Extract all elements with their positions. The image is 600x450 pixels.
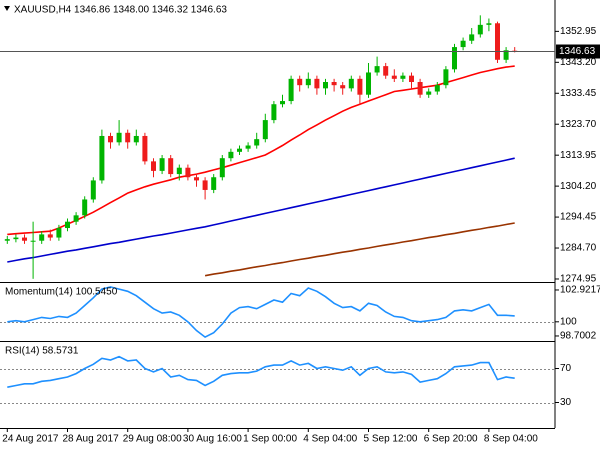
candle-body bbox=[125, 132, 131, 143]
candle-body bbox=[56, 228, 62, 238]
candle-body bbox=[228, 151, 234, 159]
panel-title: Momentum(14) 100.5450 bbox=[5, 287, 118, 298]
candle-body bbox=[237, 148, 242, 152]
candle-body bbox=[90, 180, 96, 200]
y-tick-label: 1274.95 bbox=[560, 274, 597, 285]
x-tick-label: 5 Sep 12:00 bbox=[364, 434, 418, 445]
candle-body bbox=[409, 75, 414, 82]
candle-body bbox=[400, 75, 406, 79]
price-tag-label: 1346.63 bbox=[559, 46, 596, 57]
y-tick-label: 102.9217 bbox=[560, 285, 600, 296]
candle-body bbox=[73, 215, 79, 222]
y-tick-label: 1343.20 bbox=[560, 57, 597, 68]
y-tick-label: 1313.95 bbox=[560, 150, 597, 161]
candle-body bbox=[348, 78, 354, 89]
x-tick-label: 1 Sep 00:00 bbox=[243, 434, 297, 445]
candle-body bbox=[314, 78, 320, 89]
candle-body bbox=[254, 139, 260, 146]
candle-body bbox=[245, 145, 251, 149]
candle-body bbox=[383, 66, 389, 76]
panel bbox=[0, 286, 555, 339]
candle-body bbox=[288, 78, 294, 102]
candle-body bbox=[443, 69, 449, 86]
candle-body bbox=[142, 135, 148, 162]
panel-title: XAUUSD,H4 1346.86 1348.00 1346.32 1346.6… bbox=[14, 5, 227, 16]
y-tick-label: 1304.20 bbox=[560, 181, 597, 192]
candle-body bbox=[271, 104, 277, 121]
candle-body bbox=[159, 158, 165, 171]
candle-body bbox=[116, 132, 122, 143]
x-tick-label: 28 Aug 2017 bbox=[63, 434, 120, 445]
candle-body bbox=[194, 177, 199, 181]
candle-body bbox=[297, 78, 303, 86]
x-tick-label: 6 Sep 20:00 bbox=[424, 434, 478, 445]
x-tick-label: 30 Aug 16:00 bbox=[183, 434, 242, 445]
line bbox=[7, 157, 515, 263]
x-tick-label: 29 Aug 08:00 bbox=[123, 434, 182, 445]
candle-body bbox=[211, 177, 217, 190]
candle-body bbox=[168, 158, 174, 175]
y-tick-label: 1284.70 bbox=[560, 243, 597, 254]
candle-body bbox=[133, 135, 139, 143]
y-tick-label: 1294.45 bbox=[560, 212, 597, 223]
candle-body bbox=[30, 240, 36, 242]
y-tick-label: 1333.45 bbox=[560, 88, 597, 99]
x-tick-label: 8 Sep 04:00 bbox=[484, 434, 538, 445]
y-tick-label: 98.7002 bbox=[560, 331, 597, 342]
candle-body bbox=[219, 158, 225, 178]
panel bbox=[4, 15, 518, 279]
candle-body bbox=[486, 23, 492, 25]
x-tick-label: 4 Sep 04:00 bbox=[303, 434, 357, 445]
candle-body bbox=[305, 78, 311, 86]
candle-body bbox=[65, 221, 70, 229]
candle-body bbox=[280, 101, 285, 105]
candle-body bbox=[391, 75, 397, 79]
candle-body bbox=[417, 82, 423, 95]
x-tick-label: 24 Aug 2017 bbox=[2, 434, 59, 445]
candle-body bbox=[262, 120, 268, 140]
candle-body bbox=[434, 85, 440, 92]
panel bbox=[0, 355, 555, 404]
y-tick-label: 1323.70 bbox=[560, 119, 597, 130]
candle-body bbox=[460, 40, 466, 48]
line bbox=[204, 222, 515, 277]
candle-body bbox=[452, 47, 457, 70]
line bbox=[7, 286, 515, 339]
y-tick-label: 30 bbox=[560, 397, 572, 408]
candle-body bbox=[185, 167, 191, 178]
candle-body bbox=[22, 237, 27, 241]
line bbox=[7, 65, 515, 236]
candle-body bbox=[366, 72, 371, 95]
candle-body bbox=[151, 161, 156, 171]
candle-body bbox=[47, 234, 53, 238]
candle-body bbox=[426, 91, 432, 95]
candle-body bbox=[82, 199, 88, 216]
price-tag bbox=[556, 44, 600, 59]
panel-title: RSI(14) 58.5731 bbox=[5, 346, 79, 357]
candle-body bbox=[176, 167, 182, 175]
y-tick-label: 70 bbox=[560, 363, 572, 374]
candle-body bbox=[323, 82, 328, 89]
candle-body bbox=[99, 135, 105, 181]
candle-body bbox=[13, 237, 19, 240]
y-tick-label: 100 bbox=[560, 316, 577, 327]
candle-body bbox=[374, 66, 380, 73]
candle-body bbox=[4, 239, 10, 241]
candle-body bbox=[357, 78, 363, 95]
line bbox=[7, 355, 515, 388]
candle-body bbox=[469, 34, 475, 41]
candle-body bbox=[108, 135, 113, 143]
candle-body bbox=[331, 82, 337, 86]
candle-body bbox=[340, 85, 346, 89]
candle-body bbox=[495, 23, 500, 60]
candle-body bbox=[202, 180, 208, 190]
symbol-icon bbox=[4, 6, 10, 11]
candle-body bbox=[477, 24, 483, 35]
y-tick-label: 1352.95 bbox=[560, 26, 597, 37]
candle-body bbox=[503, 50, 509, 60]
candle-body bbox=[39, 234, 45, 241]
